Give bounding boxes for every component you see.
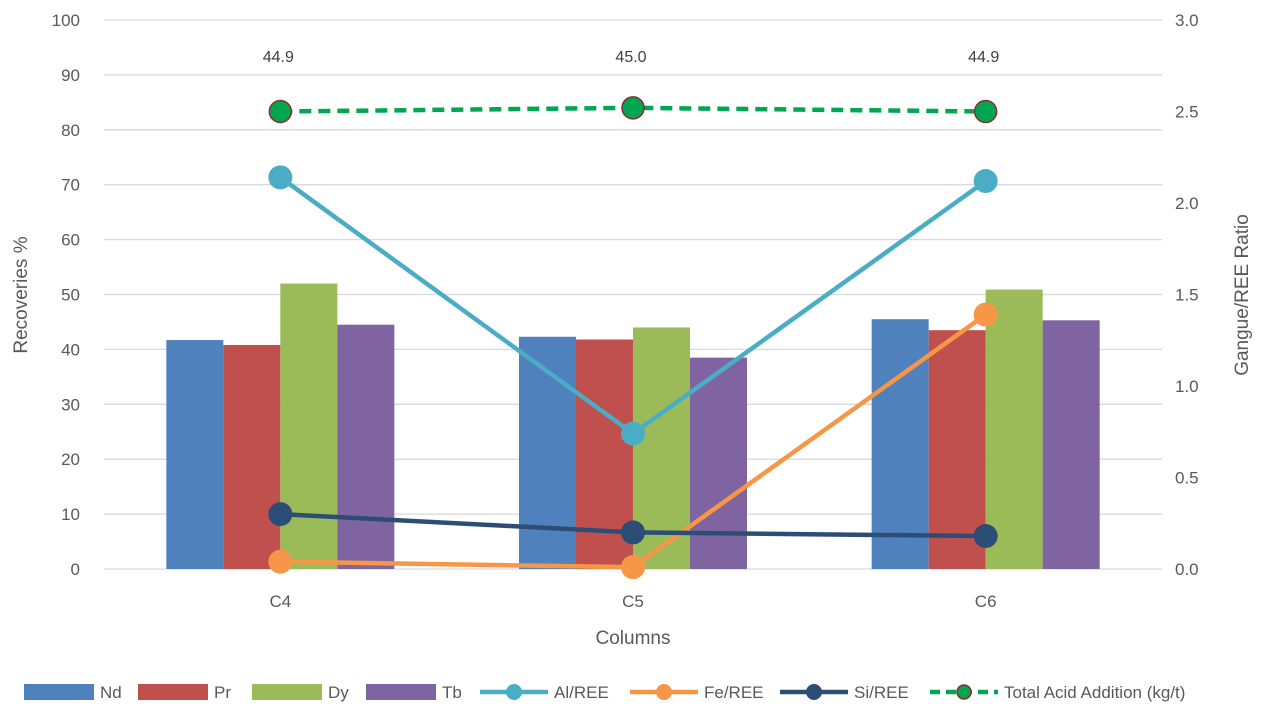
y-tick-label: 30 bbox=[61, 395, 80, 414]
legend-label-dy: Dy bbox=[328, 683, 349, 702]
marker-si-ree bbox=[973, 524, 998, 549]
marker-fe-ree bbox=[621, 555, 645, 580]
legend-label-total-acid-addition: Total Acid Addition (kg/t) bbox=[1004, 683, 1185, 702]
legend-label-tb: Tb bbox=[442, 683, 462, 702]
y-axis-title: Recoveries % bbox=[11, 236, 32, 353]
x-axis-ticks: C4 C5 C6 bbox=[269, 592, 996, 611]
bar-nd bbox=[166, 340, 224, 569]
bar-dy bbox=[280, 283, 338, 569]
marker-total-acid-addition bbox=[973, 99, 998, 124]
y-axis-ticks: 0 10 20 30 40 50 60 70 80 90 100 bbox=[52, 11, 80, 579]
legend-swatch-nd bbox=[24, 684, 94, 700]
legend-marker-total-acid-addition bbox=[956, 684, 972, 700]
bar-tb bbox=[1042, 320, 1100, 569]
y2-tick-label: 3.0 bbox=[1175, 11, 1199, 30]
legend-marker-al-ree bbox=[506, 684, 522, 700]
x-axis-title: Columns bbox=[596, 628, 671, 649]
y-tick-label: 100 bbox=[52, 11, 80, 30]
marker-al-ree bbox=[973, 169, 998, 194]
legend-label-al-ree: Al/REE bbox=[554, 683, 609, 702]
marker-fe-ree bbox=[973, 302, 998, 327]
data-labels: 44.9 45.0 44.9 bbox=[263, 49, 1000, 66]
bar-dy bbox=[985, 289, 1043, 569]
x-tick-label: C4 bbox=[269, 592, 291, 611]
x-tick-label: C5 bbox=[622, 592, 644, 611]
marker-si-ree bbox=[621, 520, 645, 545]
y-tick-label: 90 bbox=[61, 66, 80, 85]
legend-marker-si-ree bbox=[806, 684, 822, 700]
marker-total-acid-addition bbox=[268, 99, 293, 124]
y-tick-label: 50 bbox=[61, 286, 80, 305]
y-tick-label: 60 bbox=[61, 231, 80, 250]
marker-si-ree bbox=[268, 502, 293, 527]
y2-tick-label: 0.0 bbox=[1175, 560, 1199, 579]
legend-swatch-pr bbox=[138, 684, 208, 700]
bars bbox=[166, 283, 1100, 569]
line-markers bbox=[268, 96, 998, 580]
data-label: 44.9 bbox=[968, 49, 999, 66]
bar-pr bbox=[223, 345, 281, 569]
y-tick-label: 80 bbox=[61, 121, 80, 140]
y2-tick-label: 1.5 bbox=[1175, 286, 1199, 305]
y-tick-label: 0 bbox=[71, 560, 80, 579]
legend-label-nd: Nd bbox=[100, 683, 122, 702]
legend-label-fe-ree: Fe/REE bbox=[704, 683, 764, 702]
y-tick-label: 20 bbox=[61, 450, 80, 469]
y-tick-label: 10 bbox=[61, 505, 80, 524]
data-label: 44.9 bbox=[263, 49, 294, 66]
y-tick-label: 70 bbox=[61, 176, 80, 195]
legend: Nd Pr Dy Tb Al/REE Fe/REE Si/REE Total Acid Add… bbox=[24, 683, 1185, 702]
bar-nd bbox=[871, 319, 929, 569]
y2-axis-ticks: 0.0 0.5 1.0 1.5 2.0 2.5 3.0 bbox=[1175, 11, 1199, 579]
y2-tick-label: 0.5 bbox=[1175, 469, 1199, 488]
y2-tick-label: 1.0 bbox=[1175, 377, 1199, 396]
x-tick-label: C6 bbox=[975, 592, 997, 611]
legend-label-pr: Pr bbox=[214, 683, 231, 702]
marker-total-acid-addition bbox=[621, 96, 645, 120]
y2-axis-title: Gangue/REE Ratio bbox=[1232, 214, 1253, 376]
legend-marker-fe-ree bbox=[656, 684, 672, 700]
legend-label-si-ree: Si/REE bbox=[854, 683, 909, 702]
y2-tick-label: 2.5 bbox=[1175, 103, 1199, 122]
legend-swatch-tb bbox=[366, 684, 436, 700]
marker-al-ree bbox=[268, 165, 293, 190]
data-label: 45.0 bbox=[615, 49, 646, 66]
legend-swatch-dy bbox=[252, 684, 322, 700]
bar-tb bbox=[337, 324, 395, 569]
y-tick-label: 40 bbox=[61, 340, 80, 359]
y2-tick-label: 2.0 bbox=[1175, 194, 1199, 213]
marker-fe-ree bbox=[268, 549, 293, 574]
marker-al-ree bbox=[621, 421, 645, 446]
